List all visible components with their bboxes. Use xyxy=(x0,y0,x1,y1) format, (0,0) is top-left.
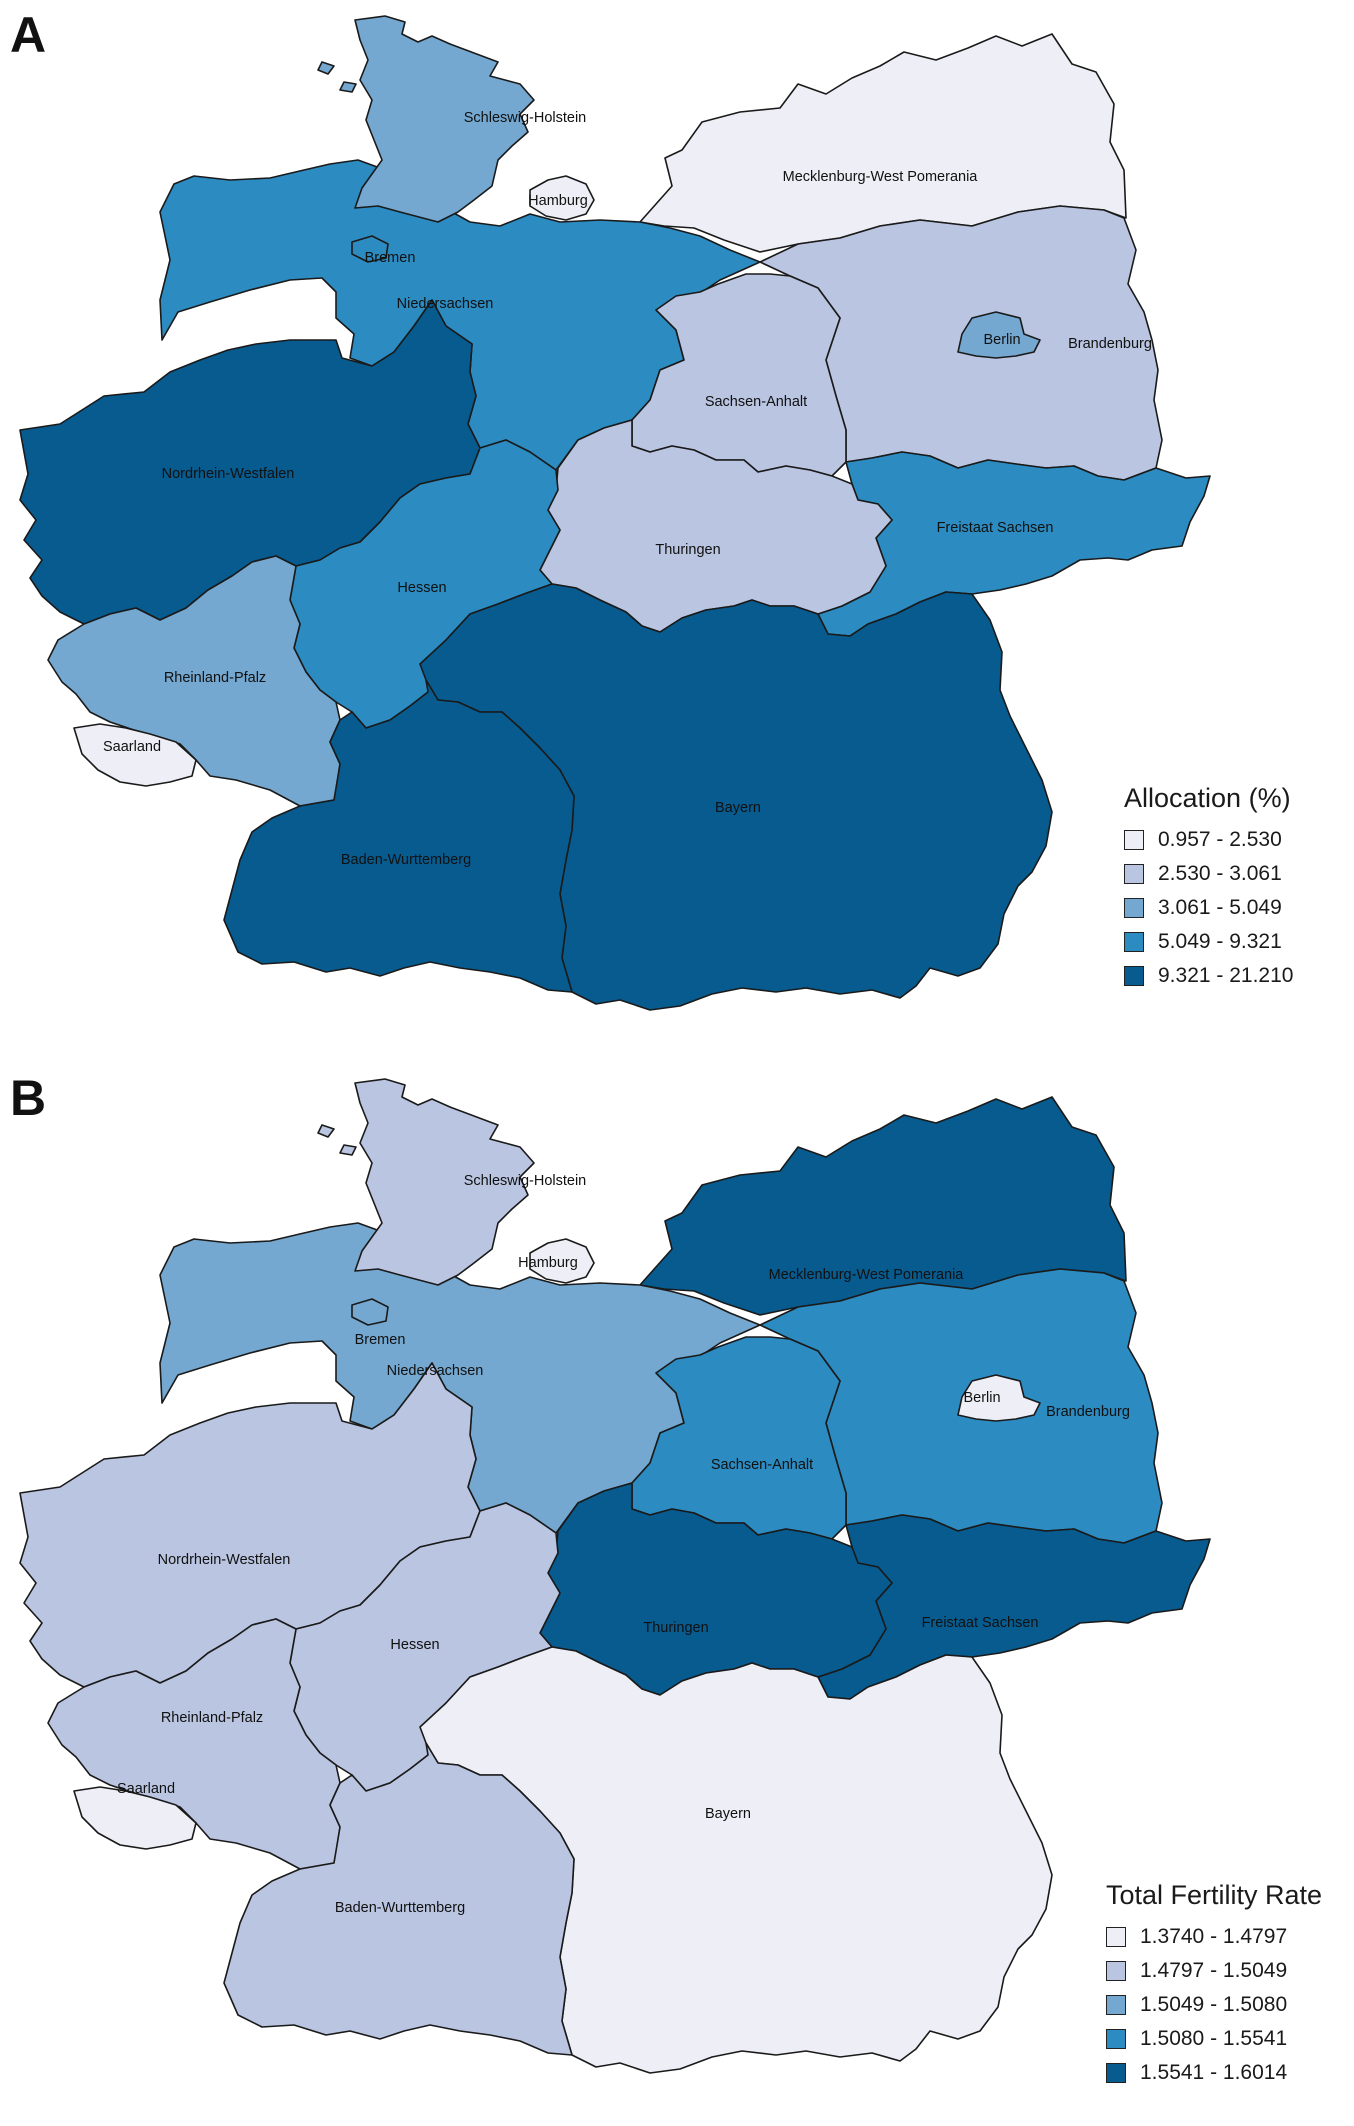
legend-item: 0.957 - 2.530 xyxy=(1124,824,1293,855)
legend-label: 3.061 - 5.049 xyxy=(1158,895,1282,919)
legend-swatch xyxy=(1124,863,1144,884)
germany-map: Schleswig-Holstein Hamburg Mecklenburg-W… xyxy=(19,1078,1211,2074)
label-sachsen-anhalt: Sachsen-Anhalt xyxy=(711,1457,813,1473)
legend-item: 1.5049 - 1.5080 xyxy=(1106,1989,1322,2020)
panel-letter: B xyxy=(10,1070,47,1126)
legend-item: 9.321 - 21.210 xyxy=(1124,960,1293,991)
label-mecklenburg: Mecklenburg-West Pomerania xyxy=(769,1267,965,1283)
label-bremen: Bremen xyxy=(365,250,416,266)
legend-swatch xyxy=(1106,1994,1126,2015)
legend: Allocation (%) 0.957 - 2.530 2.530 - 3.0… xyxy=(1124,783,1293,994)
legend-swatch xyxy=(1106,1960,1126,1981)
legend-item: 1.5080 - 1.5541 xyxy=(1106,2023,1322,2054)
label-niedersachsen: Niedersachsen xyxy=(397,296,494,312)
island-shape xyxy=(317,1124,335,1138)
label-sachsen-anhalt: Sachsen-Anhalt xyxy=(705,394,807,410)
label-thuringen: Thuringen xyxy=(655,542,720,558)
label-freistaat-sachsen: Freistaat Sachsen xyxy=(922,1615,1039,1631)
label-freistaat-sachsen: Freistaat Sachsen xyxy=(937,520,1054,536)
legend-label: 1.5541 - 1.6014 xyxy=(1140,2060,1288,2084)
legend-swatch xyxy=(1106,1926,1126,1947)
label-hessen: Hessen xyxy=(390,1637,439,1653)
legend-label: 1.4797 - 1.5049 xyxy=(1140,1958,1288,1982)
panel-b: B Schleswig-Holstein Hamburg Mecklenburg… xyxy=(0,1063,1354,2126)
legend-swatch xyxy=(1124,965,1144,986)
panel-letter: A xyxy=(10,7,47,63)
label-berlin: Berlin xyxy=(983,332,1020,348)
legend-item: 5.049 - 9.321 xyxy=(1124,926,1293,957)
island-shape xyxy=(339,1144,357,1156)
label-schleswig-holstein: Schleswig-Holstein xyxy=(464,1173,587,1189)
label-thuringen: Thuringen xyxy=(643,1620,708,1636)
legend-swatch xyxy=(1124,931,1144,952)
legend-label: 2.530 - 3.061 xyxy=(1158,861,1282,885)
legend-title: Total Fertility Rate xyxy=(1106,1880,1323,1910)
legend-swatch xyxy=(1124,897,1144,918)
legend-item: 1.4797 - 1.5049 xyxy=(1106,1955,1322,1986)
label-brandenburg: Brandenburg xyxy=(1046,1404,1130,1420)
panel-a: A Schleswig-Holstein Hamburg Mecklenburg… xyxy=(10,7,1293,1011)
germany-map: Schleswig-Holstein Hamburg Mecklenburg-W… xyxy=(19,15,1211,1011)
legend-swatch xyxy=(1124,829,1144,850)
label-mecklenburg: Mecklenburg-West Pomerania xyxy=(783,169,979,185)
label-hessen: Hessen xyxy=(397,580,446,596)
legend-swatch xyxy=(1106,2062,1126,2083)
legend-label: 1.5049 - 1.5080 xyxy=(1140,1992,1288,2016)
label-brandenburg: Brandenburg xyxy=(1068,336,1152,352)
label-nordrhein-westfalen: Nordrhein-Westfalen xyxy=(158,1552,291,1568)
label-baden-wurttemberg: Baden-Wurttemberg xyxy=(335,1900,465,1916)
label-bayern: Bayern xyxy=(715,800,761,816)
label-hamburg: Hamburg xyxy=(528,193,588,209)
legend-title: Allocation (%) xyxy=(1124,783,1291,813)
legend-label: 9.321 - 21.210 xyxy=(1158,963,1294,987)
legend-swatch xyxy=(1106,2028,1126,2049)
label-rheinland-pfalz: Rheinland-Pfalz xyxy=(164,670,266,686)
legend-item: 2.530 - 3.061 xyxy=(1124,858,1293,889)
label-nordrhein-westfalen: Nordrhein-Westfalen xyxy=(162,466,295,482)
region-sachsen-anhalt[interactable] xyxy=(631,1336,847,1540)
legend-item: 1.3740 - 1.4797 xyxy=(1106,1921,1322,1952)
region-sachsen-anhalt[interactable] xyxy=(631,273,847,477)
label-saarland: Saarland xyxy=(117,1781,175,1797)
legend: Total Fertility Rate 1.3740 - 1.4797 1.4… xyxy=(1106,1880,1322,2091)
legend-label: 0.957 - 2.530 xyxy=(1158,827,1282,851)
legend-item: 1.5541 - 1.6014 xyxy=(1106,2057,1322,2088)
label-schleswig-holstein: Schleswig-Holstein xyxy=(464,110,587,126)
label-rheinland-pfalz: Rheinland-Pfalz xyxy=(161,1710,263,1726)
label-baden-wurttemberg: Baden-Wurttemberg xyxy=(341,852,471,868)
legend-item: 3.061 - 5.049 xyxy=(1124,892,1293,923)
legend-label: 1.3740 - 1.4797 xyxy=(1140,1924,1288,1948)
legend-label: 1.5080 - 1.5541 xyxy=(1140,2026,1288,2050)
island-shape xyxy=(339,81,357,93)
label-niedersachsen: Niedersachsen xyxy=(387,1363,484,1379)
label-bayern: Bayern xyxy=(705,1806,751,1822)
label-saarland: Saarland xyxy=(103,739,161,755)
legend-label: 5.049 - 9.321 xyxy=(1158,929,1282,953)
label-hamburg: Hamburg xyxy=(518,1255,578,1271)
island-shape xyxy=(317,61,335,75)
label-bremen: Bremen xyxy=(355,1332,406,1348)
label-berlin: Berlin xyxy=(963,1390,1000,1406)
